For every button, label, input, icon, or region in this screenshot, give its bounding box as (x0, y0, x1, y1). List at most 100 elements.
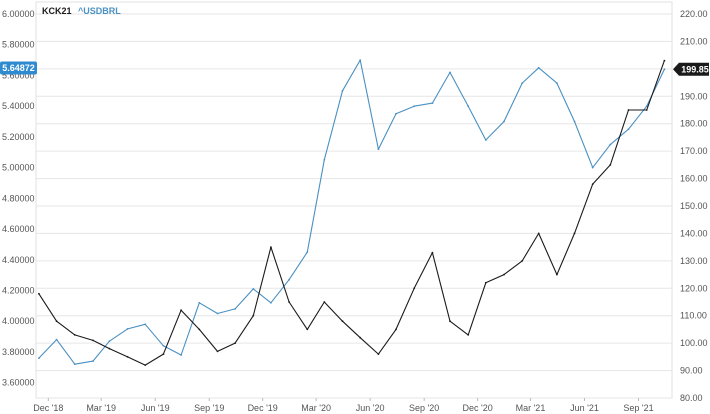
right-tick-label: 130.00 (680, 256, 708, 266)
legend-kck21[interactable]: KCK21 (42, 6, 72, 16)
usdbrl-badge-bg (0, 61, 37, 75)
right-tick-label: 150.00 (680, 201, 708, 211)
data-point (288, 278, 290, 281)
usdbrl-last-value: 5.64872 (2, 63, 35, 73)
data-point (503, 120, 505, 123)
data-point (484, 139, 487, 141)
data-point (288, 301, 290, 303)
data-point (341, 89, 344, 92)
data-point (449, 71, 451, 74)
data-point (323, 159, 326, 161)
left-tick-label: 6.00000 (2, 9, 35, 19)
data-point (645, 109, 648, 111)
data-point (55, 320, 58, 323)
left-tick-label: 4.60000 (2, 224, 35, 234)
series-layer (38, 59, 666, 366)
data-point (323, 301, 326, 303)
x-tick-label: Jun '20 (356, 403, 385, 413)
data-point (449, 320, 451, 323)
left-tick-label: 5.40000 (2, 101, 35, 111)
data-point (413, 287, 416, 290)
data-point (521, 260, 524, 262)
right-tick-label: 90.00 (680, 366, 703, 376)
data-point (413, 105, 416, 108)
data-point (395, 328, 397, 331)
grid (35, 1, 673, 399)
data-point (503, 273, 505, 276)
left-tick-label: 5.60000 (2, 70, 35, 80)
right-tick-label: 80.00 (680, 393, 703, 403)
plot-frame (35, 1, 673, 399)
series-line-kck21 (38, 60, 665, 366)
left-tick-label: 3.60000 (2, 378, 35, 388)
data-point (216, 312, 219, 315)
data-point (306, 251, 309, 254)
data-point (484, 281, 487, 284)
data-point (395, 112, 397, 115)
left-tick-label: 5.80000 (2, 40, 35, 50)
data-point (270, 301, 272, 304)
data-point (126, 328, 129, 330)
right-tick-label: 110.00 (680, 311, 707, 321)
data-point (252, 288, 255, 290)
right-tick-label: 160.00 (680, 174, 708, 184)
x-tick-label: Sep '21 (623, 403, 653, 413)
left-tick-label: 4.00000 (2, 316, 35, 326)
data-point (306, 328, 309, 331)
x-tick-label: Dec '19 (248, 403, 278, 413)
data-point (431, 102, 434, 104)
right-tick-label: 210.00 (680, 36, 708, 46)
x-axis: Dec '18 Mar '19 Jun '19 Sep '19 Dec '19 Mar '… (33, 398, 654, 413)
data-point (467, 105, 470, 108)
data-point (537, 66, 540, 69)
left-tick-label: 4.20000 (2, 285, 35, 295)
data-point (162, 353, 165, 355)
data-point (234, 308, 237, 310)
kck21-badge-bg (673, 62, 709, 76)
series-line-usdbrl (38, 59, 665, 365)
right-tick-label: 170.00 (680, 146, 708, 156)
kck21-last-value: 199.85 (681, 64, 709, 74)
data-point (73, 363, 76, 366)
data-point (108, 347, 111, 350)
data-point (556, 82, 558, 84)
data-point (645, 105, 648, 108)
data-point (38, 292, 40, 295)
data-point (180, 354, 183, 356)
data-point (73, 334, 76, 336)
data-point (180, 309, 183, 312)
legend-usdbrl[interactable]: ^USDBRL (78, 6, 121, 16)
x-tick-label: Dec '18 (33, 403, 63, 413)
right-tick-label: 120.00 (680, 283, 708, 293)
data-point (144, 364, 147, 366)
legend[interactable]: KCK21 ^USDBRL (42, 6, 121, 16)
data-point (144, 323, 147, 326)
data-point (591, 183, 594, 186)
data-point (609, 143, 612, 146)
data-point (92, 360, 94, 362)
data-point (341, 320, 344, 323)
left-axis: 3.60000 3.80000 4.00000 4.20000 4.40000 4.600… (2, 9, 35, 388)
right-tick-label: 220.00 (680, 9, 708, 19)
right-tick-label: 180.00 (680, 119, 708, 129)
right-tick-label: 140.00 (680, 228, 708, 238)
data-point (556, 273, 558, 276)
data-point (198, 301, 201, 304)
left-tick-label: 4.80000 (2, 193, 35, 203)
usdbrl-last-value-badge: 5.64872 (0, 61, 37, 75)
data-point (359, 336, 362, 339)
data-point (573, 120, 576, 123)
x-tick-label: Mar '19 (86, 403, 116, 413)
data-point (663, 68, 666, 71)
kck21-last-value-badge: 199.85 (673, 62, 709, 76)
right-tick-label: 100.00 (680, 338, 708, 348)
data-point (377, 353, 380, 355)
x-tick-label: Jun '21 (570, 403, 599, 413)
x-tick-label: Sep '20 (409, 403, 439, 413)
data-point (431, 251, 434, 254)
right-tick-label: 190.00 (680, 91, 708, 101)
data-point (627, 128, 630, 131)
data-point (234, 342, 237, 344)
x-tick-label: Dec '20 (463, 403, 493, 413)
